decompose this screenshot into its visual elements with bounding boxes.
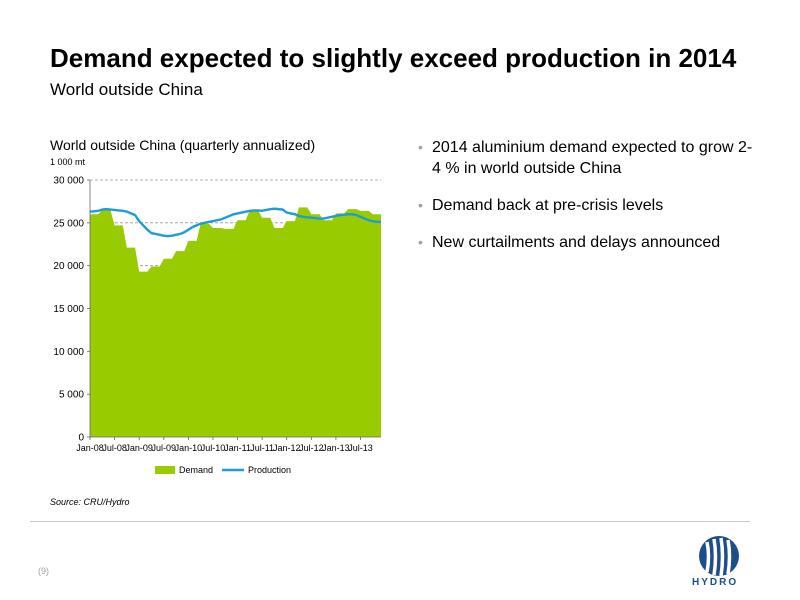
x-tick-label: Jul-12 — [299, 443, 324, 453]
source-note: Source: CRU/Hydro — [50, 497, 130, 507]
hydro-logo-icon — [699, 536, 739, 577]
x-tick-label: Jul-08 — [102, 443, 127, 453]
legend-label-production: Production — [248, 465, 291, 475]
x-tick-label: Jan-12 — [273, 443, 301, 453]
y-tick-label: 5 000 — [59, 390, 84, 401]
slide-title: Demand expected to slightly exceed produ… — [50, 43, 737, 73]
area-chart: 0 5 000 10 000 15 000 20 000 25 000 30 000 Jan-… — [53, 176, 381, 475]
x-tick-label: Jul-09 — [152, 443, 177, 453]
legend-label-demand: Demand — [179, 465, 213, 475]
y-tick-label: 0 — [78, 433, 84, 444]
x-tick-label: Jul-10 — [201, 443, 226, 453]
footer-divider — [30, 521, 750, 522]
chart-unit-label: 1 000 mt — [50, 157, 86, 167]
bullet-item: • 2014 aluminium demand expected to grow … — [418, 139, 753, 177]
page-number: (9) — [38, 566, 49, 576]
logo-wordmark: HYDRO — [692, 577, 739, 588]
y-tick-label: 30 000 — [53, 176, 84, 187]
bullet-icon: • — [418, 197, 423, 213]
legend-swatch-demand — [155, 466, 175, 474]
x-tick-label: Jan-09 — [125, 443, 153, 453]
y-tick-label: 15 000 — [53, 304, 84, 315]
bullet-item: • Demand back at pre-crisis levels — [418, 197, 664, 214]
production-line — [89, 207, 381, 238]
x-tick-label: Jan-08 — [76, 443, 104, 453]
x-tick-label: Jan-11 — [224, 443, 251, 453]
y-tick-label: 25 000 — [53, 218, 84, 229]
x-tick-label: Jul-13 — [348, 443, 373, 453]
x-tick-label: Jan-10 — [175, 443, 203, 453]
y-tick-label: 10 000 — [53, 347, 84, 358]
bullet-icon: • — [418, 139, 423, 155]
x-tick-label: Jan-13 — [322, 443, 350, 453]
chart-title: World outside China (quarterly annualize… — [50, 137, 316, 153]
bullet-list: • 2014 aluminium demand expected to grow … — [418, 137, 758, 269]
demand-area — [90, 207, 381, 437]
y-tick-label: 20 000 — [53, 261, 84, 272]
bullet-item: • New curtailments and delays announced — [418, 234, 721, 251]
slide-subtitle: World outside China — [50, 80, 203, 99]
bullet-icon: • — [418, 234, 423, 250]
x-tick-label: Jul-11 — [250, 443, 274, 453]
